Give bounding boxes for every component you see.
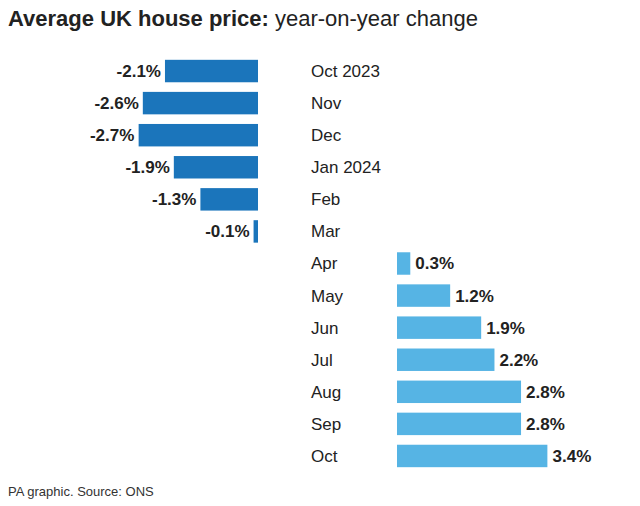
bar [174, 156, 258, 178]
category-label: Jan 2024 [311, 158, 381, 177]
category-labels: Oct 2023 Nov Dec Jan 2024 Feb Mar Apr May Jun Jul… [311, 62, 381, 466]
data-label: 1.2% [455, 287, 494, 306]
data-label: -2.6% [94, 94, 138, 113]
data-label: 2.8% [526, 415, 565, 434]
data-label: -1.3% [152, 190, 196, 209]
bar [254, 220, 258, 242]
data-labels: -2.1% -2.6% -2.7% -1.9% -1.3% -0.1% 0.3%1.2% 1.… [90, 62, 591, 466]
bars [138, 60, 547, 467]
data-label: 2.2% [499, 351, 538, 370]
bar [397, 413, 521, 435]
data-label: 3.4% [553, 447, 592, 466]
bar [397, 252, 410, 274]
bar [397, 381, 521, 403]
category-label: Feb [311, 190, 340, 209]
category-label: Oct 2023 [311, 62, 380, 81]
bar [397, 316, 481, 338]
data-label: -0.1% [205, 222, 249, 241]
bar [165, 60, 258, 82]
category-label: Nov [311, 94, 342, 113]
data-label: -2.7% [90, 126, 134, 145]
data-label: -2.1% [117, 62, 161, 81]
title: Average UK house price: year-on-year cha… [8, 6, 478, 31]
category-label: Jul [311, 351, 333, 370]
bar [397, 349, 494, 371]
category-label: Apr [311, 254, 338, 273]
category-label: Mar [311, 222, 341, 241]
category-label: Jun [311, 319, 338, 338]
data-label: 0.3% [415, 254, 454, 273]
category-label: May [311, 287, 344, 306]
category-label: Sep [311, 415, 341, 434]
category-label: Dec [311, 126, 342, 145]
source: PA graphic. Source: ONS [8, 484, 154, 499]
data-label: -1.9% [125, 158, 169, 177]
data-label: 1.9% [486, 319, 525, 338]
data-label: 2.8% [526, 383, 565, 402]
bar [397, 445, 548, 467]
bar [200, 188, 258, 210]
bar [397, 284, 450, 306]
category-label: Aug [311, 383, 341, 402]
category-label: Oct [311, 447, 338, 466]
chart: Average UK house price: year-on-year cha… [0, 0, 640, 506]
bar [143, 92, 258, 114]
bar [138, 124, 258, 146]
